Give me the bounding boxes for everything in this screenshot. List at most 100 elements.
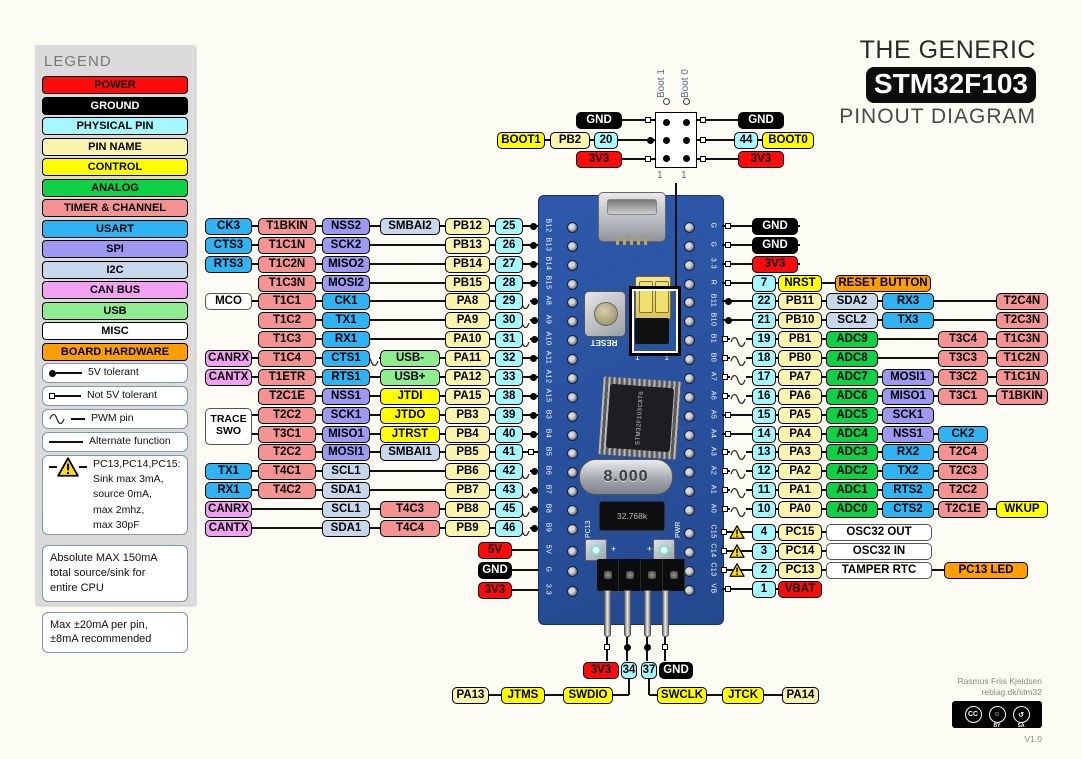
pin-box-40: 40 xyxy=(495,425,523,443)
version-label: V1.0 xyxy=(1024,734,1043,745)
wire xyxy=(500,569,538,571)
header-hole xyxy=(567,410,578,422)
pin-box-adc5: ADC5 xyxy=(826,406,878,424)
pin-box-tx1: TX1 xyxy=(205,462,252,480)
pin-box-usb-: USB- xyxy=(380,349,440,367)
header-hole xyxy=(567,504,578,516)
not-tolerant-square-icon xyxy=(645,117,651,123)
pin-box-10: 10 xyxy=(752,500,776,518)
wire xyxy=(213,376,538,378)
pin-box-t3c4: T3C4 xyxy=(938,330,988,348)
wire xyxy=(675,183,677,288)
tolerant-dot-icon xyxy=(529,430,537,438)
pwm-icon xyxy=(730,334,746,348)
pin-box-osc32-out: OSC32 OUT xyxy=(826,523,932,541)
legend-symbols: 5V tolerant Not 5V tolerant PWM pin Alterna… xyxy=(42,363,188,536)
pin-box-cantx: CANTX xyxy=(205,519,252,537)
legend-item-misc: MISC xyxy=(42,322,188,340)
pin-box-scl1: SCL1 xyxy=(322,500,370,518)
pin-box-sda1: SDA1 xyxy=(322,481,370,499)
tolerant-dot-icon xyxy=(530,316,538,324)
pin-box-37: 37 xyxy=(641,661,657,679)
pin-box-swclk: SWCLK xyxy=(657,686,707,704)
header-hole xyxy=(684,485,695,497)
wire xyxy=(764,694,782,696)
pin-box-t1c3n: T1C3N xyxy=(258,274,316,292)
tolerant-dot-icon xyxy=(530,486,538,494)
crystal-8mhz: 8.000 xyxy=(579,459,673,495)
legend-item-physical: PHYSICAL PIN xyxy=(42,117,188,135)
pin-box-scl1: SCL1 xyxy=(322,462,370,480)
bluepill-board: B12 B13 B14 B15 A8 A9 A10 A11 A12 A15 B3 B4 B5 B6 B7 B8… xyxy=(538,192,724,625)
jumper-one-mark: 1 xyxy=(681,170,687,181)
debug-header-pin xyxy=(603,590,611,637)
pin-box-sck2: SCK2 xyxy=(322,236,370,254)
wire xyxy=(722,395,1040,397)
pin-box-trace-swo: TRACE SWO xyxy=(205,407,252,445)
legend-title: LEGEND xyxy=(44,53,112,70)
wire xyxy=(213,263,538,265)
header-hole xyxy=(684,315,695,327)
pin-box-pa11: PA11 xyxy=(445,349,490,367)
wire xyxy=(722,376,1040,378)
pin-box-gnd: GND xyxy=(478,561,512,579)
pin-box-tx1: TX1 xyxy=(322,311,370,329)
pin-box-pb12: PB12 xyxy=(445,217,490,235)
pin-box-nss2: NSS2 xyxy=(322,217,370,235)
pin-box-pa0: PA0 xyxy=(778,500,822,518)
not-tolerant-square-icon xyxy=(721,529,727,535)
legend-items: POWER GROUND PHYSICAL PIN PIN NAME CONTROL AN… xyxy=(42,76,188,361)
pwm-icon xyxy=(730,447,746,461)
pin-box-29: 29 xyxy=(495,292,523,310)
legend-symbol-dot: 5V tolerant xyxy=(42,363,188,383)
pin-box-adc2: ADC2 xyxy=(826,462,878,480)
debug-header-hole xyxy=(669,571,678,579)
tolerant-dot-icon xyxy=(643,643,651,651)
pin-box-gnd: GND xyxy=(752,217,798,235)
reset-button-cap xyxy=(594,302,618,326)
header-hole xyxy=(684,240,695,252)
header-hole xyxy=(567,315,578,327)
header-hole xyxy=(567,334,578,346)
wire xyxy=(697,139,770,141)
pin-box-t4c2: T4C2 xyxy=(258,481,316,499)
pin-box-nss1: NSS1 xyxy=(322,387,370,405)
pin-box-t1c2: T1C2 xyxy=(258,311,316,329)
pin-box-mosi1: MOSI1 xyxy=(322,443,370,461)
debug-header-pin xyxy=(623,590,631,637)
pwm-icon xyxy=(730,353,746,367)
legend-item-analog: ANALOG xyxy=(42,178,188,197)
boot-jumper-cap xyxy=(655,281,669,313)
pin-box-3v3: 3V3 xyxy=(576,150,622,168)
not-tolerant-square-icon xyxy=(725,412,731,418)
header-hole xyxy=(567,466,578,478)
pin-box-cts1: CTS1 xyxy=(322,349,370,367)
pin-box-pa5: PA5 xyxy=(778,406,822,424)
pin-box-pa4: PA4 xyxy=(778,425,822,443)
pin-box-t2c3: T2C3 xyxy=(938,462,988,480)
wire xyxy=(213,508,538,510)
pin-box-43: 43 xyxy=(495,481,523,499)
wire xyxy=(697,158,738,160)
pin-box-4: 4 xyxy=(752,523,776,541)
not-tolerant-square-icon xyxy=(721,567,727,573)
wire xyxy=(489,694,501,696)
debug-header xyxy=(597,559,685,591)
not-tolerant-square-icon xyxy=(725,431,731,437)
tolerant-dot-icon xyxy=(529,241,537,249)
pin-box-19: 19 xyxy=(752,330,776,348)
boot-jumper-schematic xyxy=(655,112,697,168)
pin-box-3v3: 3V3 xyxy=(478,581,512,599)
pin-box-t1bkin: T1BKIN xyxy=(258,217,316,235)
pin-box-3v3: 3V3 xyxy=(583,661,619,679)
silkscreen-pin-label: 5V xyxy=(544,544,552,555)
pin-box-pb6: PB6 xyxy=(445,462,490,480)
title-block: THE GENERIC STM32F103 PINOUT DIAGRAM xyxy=(839,36,1036,129)
legend-item-hardware: BOARD HARDWARE xyxy=(42,342,188,361)
title-line3: PINOUT DIAGRAM xyxy=(839,105,1036,128)
wire xyxy=(213,300,538,302)
header-hole xyxy=(567,221,578,233)
pin-box-t2c2: T2C2 xyxy=(938,481,988,499)
